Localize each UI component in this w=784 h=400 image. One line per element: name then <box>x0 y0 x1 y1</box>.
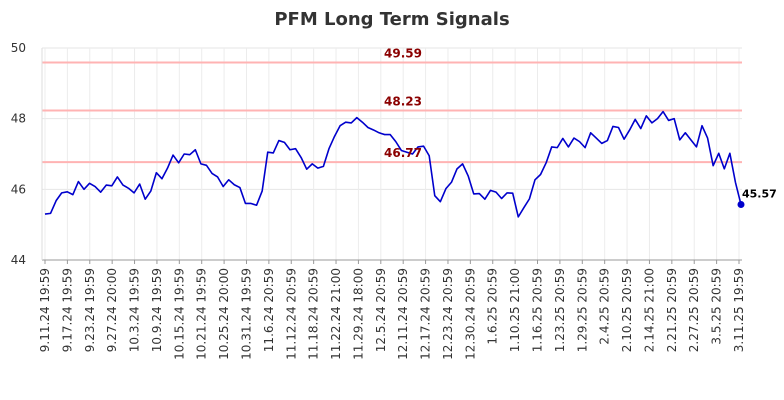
label-layer: 49.59 48.23 46.77 45.57 <box>384 46 777 200</box>
x-tick-label: 11.12.24 20:59 <box>284 268 298 360</box>
threshold-label: 48.23 <box>384 95 422 109</box>
x-tick-label: 11.22.24 21:00 <box>329 268 343 360</box>
x-tick-label: 11.29.24 18:00 <box>351 268 365 360</box>
x-tick-label: 10.9.24 19:59 <box>150 268 164 352</box>
x-tick-label: 10.25.24 20:00 <box>217 268 231 360</box>
threshold-lines <box>42 61 742 164</box>
x-tick-label: 2.27.25 20:59 <box>687 268 701 352</box>
x-tick-label: 2.21.25 20:59 <box>665 268 679 352</box>
chart-title: PFM Long Term Signals <box>274 9 509 30</box>
x-tick-label: 12.30.24 20:59 <box>463 268 477 360</box>
last-point-marker <box>737 201 745 209</box>
y-tick-label: 46 <box>11 182 26 196</box>
x-tick-label: 1.23.25 20:59 <box>553 268 567 352</box>
x-tick-label: 2.10.25 20:59 <box>620 268 634 352</box>
x-tick-label: 9.11.24 19:59 <box>38 268 52 352</box>
x-tick-label: 1.29.25 20:59 <box>575 268 589 352</box>
x-tick-label: 9.27.24 20:00 <box>105 268 119 352</box>
x-tick-label: 12.23.24 20:59 <box>441 268 455 360</box>
x-tick-label: 11.18.24 20:59 <box>307 268 321 360</box>
series-line <box>44 110 742 218</box>
x-tick-label: 2.4.25 20:59 <box>598 268 612 345</box>
x-tick-label: 10.31.24 19:59 <box>239 268 253 360</box>
x-tick-label: 1.6.25 20:59 <box>486 268 500 345</box>
y-tick-label: 48 <box>11 112 26 126</box>
axes: 44 46 48 50 9.11.24 19:59 9.17.24 19:59 9.23.2… <box>11 41 746 360</box>
x-tick-label: 2.14.25 21:00 <box>642 268 656 352</box>
x-tick-label: 1.10.25 21:00 <box>508 268 522 352</box>
series-layer <box>44 110 745 218</box>
x-tick-label: 10.21.24 19:59 <box>195 268 209 360</box>
x-tick-label: 10.3.24 19:59 <box>128 268 142 352</box>
x-tick-label: 10.15.24 19:59 <box>172 268 186 360</box>
threshold-label: 46.77 <box>384 146 422 160</box>
x-tick-label: 3.5.25 20:59 <box>710 268 724 345</box>
last-point-label: 45.57 <box>742 188 777 201</box>
x-tick-label: 12.5.24 20:59 <box>374 268 388 352</box>
x-tick-label: 12.11.24 20:59 <box>396 268 410 360</box>
x-tick-label: 11.6.24 20:59 <box>262 268 276 352</box>
threshold-label: 49.59 <box>384 46 422 60</box>
x-tick-label: 12.17.24 20:59 <box>419 268 433 360</box>
y-tick-label: 50 <box>11 41 26 55</box>
x-tick-label: 9.23.24 19:59 <box>83 268 97 352</box>
x-tick-label: 1.16.25 20:59 <box>531 268 545 352</box>
x-tick-label: 9.17.24 19:59 <box>60 268 74 352</box>
y-tick-label: 44 <box>11 253 26 267</box>
x-tick-label: 3.11.25 19:59 <box>732 268 746 352</box>
grid <box>42 47 742 261</box>
